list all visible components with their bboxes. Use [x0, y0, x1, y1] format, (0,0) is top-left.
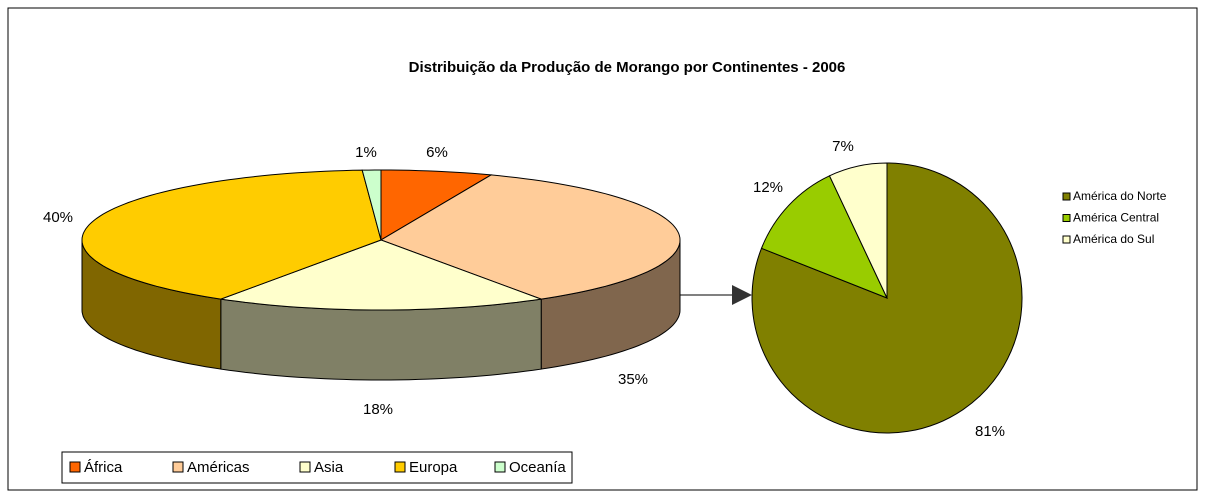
- pie-slice: [220, 239, 542, 311]
- connector-arrow: [732, 285, 752, 305]
- legend-label: América do Norte: [1073, 189, 1167, 203]
- data-label: 6%: [426, 144, 448, 161]
- pie-slice: [81, 169, 382, 300]
- legend-swatch: [1062, 192, 1071, 201]
- legend-label: Américas: [187, 459, 250, 476]
- legend-swatch: [299, 461, 311, 473]
- data-label: 40%: [43, 209, 73, 226]
- chart-title: Distribuição da Produção de Morango por …: [409, 59, 846, 76]
- data-label: 12%: [753, 179, 783, 196]
- legend-swatch: [494, 461, 506, 473]
- legend-swatch: [69, 461, 81, 473]
- legend-label: América Central: [1073, 211, 1159, 225]
- pie-slice: [828, 162, 888, 299]
- data-label: 1%: [355, 144, 377, 161]
- legend-swatch: [172, 461, 184, 473]
- legend-label: Europa: [409, 459, 458, 476]
- pie-slice: [380, 169, 493, 241]
- pie-slice: [760, 175, 888, 299]
- data-label: 81%: [975, 423, 1005, 440]
- pie-slice: [361, 169, 382, 241]
- legend-label: África: [84, 459, 123, 476]
- legend-swatch: [1062, 214, 1071, 222]
- data-label: 35%: [618, 371, 648, 388]
- legend-swatch: [394, 461, 406, 473]
- legend-box: [61, 451, 573, 484]
- legend-label: Asia: [314, 459, 344, 476]
- pie-slice: [379, 174, 681, 300]
- legend-swatch: [1062, 235, 1071, 244]
- legend-label: América do Sul: [1073, 232, 1154, 246]
- pie-side: [220, 298, 542, 381]
- data-label: 7%: [832, 138, 854, 155]
- data-label: 18%: [363, 401, 393, 418]
- legend-label: Oceanía: [509, 459, 566, 476]
